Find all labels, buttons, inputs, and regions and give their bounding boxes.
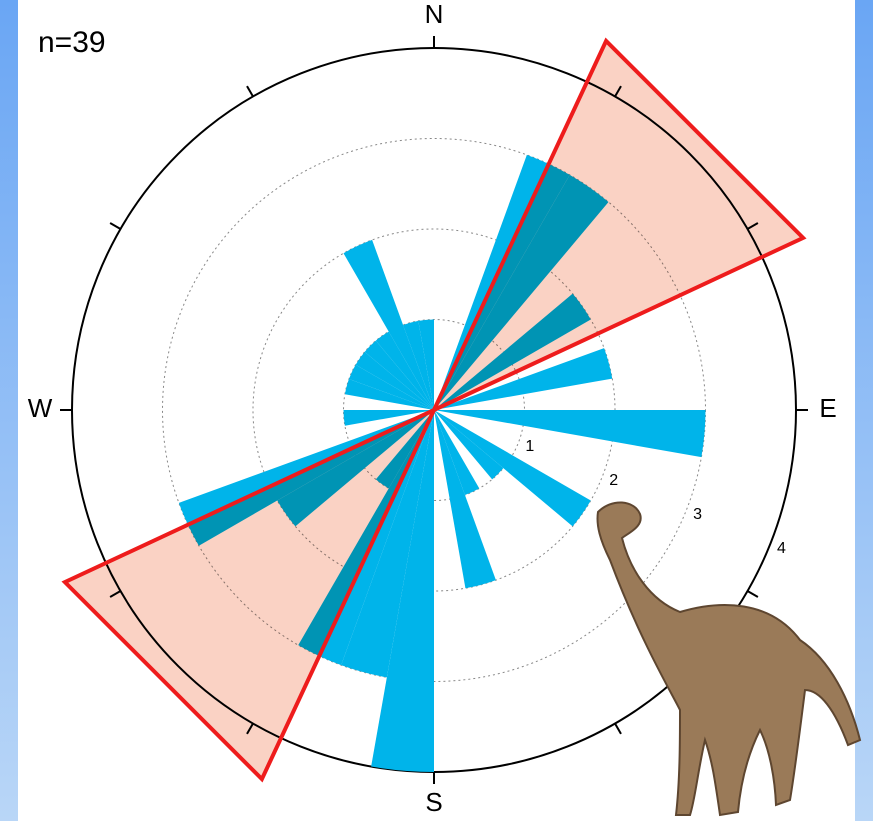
compass-label: S [425, 787, 442, 817]
compass-label: W [28, 393, 53, 423]
chart: 1 2 3 4 N E S W n=39 [0, 0, 873, 821]
r-tick-label: 3 [693, 506, 702, 523]
compass-label: N [425, 0, 444, 29]
r-tick-label: 2 [609, 472, 618, 489]
chart-title: n=39 [38, 26, 106, 59]
compass-label: E [819, 393, 836, 423]
r-tick-label: 1 [525, 438, 534, 455]
r-tick-label: 4 [777, 540, 786, 557]
page: {"chart_data": { "type": "rose", "title"… [0, 0, 873, 821]
